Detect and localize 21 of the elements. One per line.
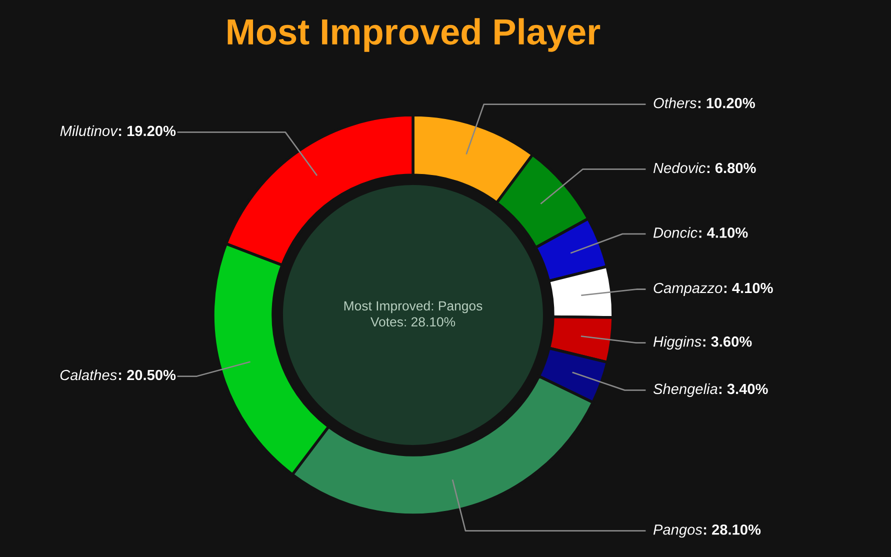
slice-label: Campazzo	[654, 282, 722, 296]
data-label: : 3.60%	[703, 336, 752, 347]
text: Votes: 28.10%	[370, 317, 456, 327]
data-label: : 4.10%	[724, 282, 773, 294]
data-label: : 19.20%	[119, 126, 176, 136]
data-label: : 6.80%	[707, 162, 756, 174]
slice-label: Milutinov	[60, 125, 118, 136]
slice-label: Pangos	[653, 524, 702, 538]
data-label: : 20.50%	[119, 370, 176, 380]
data-label: : 10.20%	[698, 98, 755, 108]
slice-label: Others	[654, 98, 696, 108]
chart-title: Most Improved Player	[228, 18, 600, 52]
slice-label: Shengelia	[653, 383, 718, 397]
data-label: : 4.10%	[699, 228, 748, 238]
data-label: : 3.40%	[719, 384, 768, 394]
slice-label: Nedovic	[653, 162, 706, 174]
slice-label: Calathes	[60, 369, 117, 380]
slice-label: Doncic	[653, 227, 698, 238]
slice-label: Higgins	[653, 336, 702, 350]
data-label: : 28.10%	[704, 524, 761, 535]
text: Most Improved: Pangos	[344, 300, 482, 314]
